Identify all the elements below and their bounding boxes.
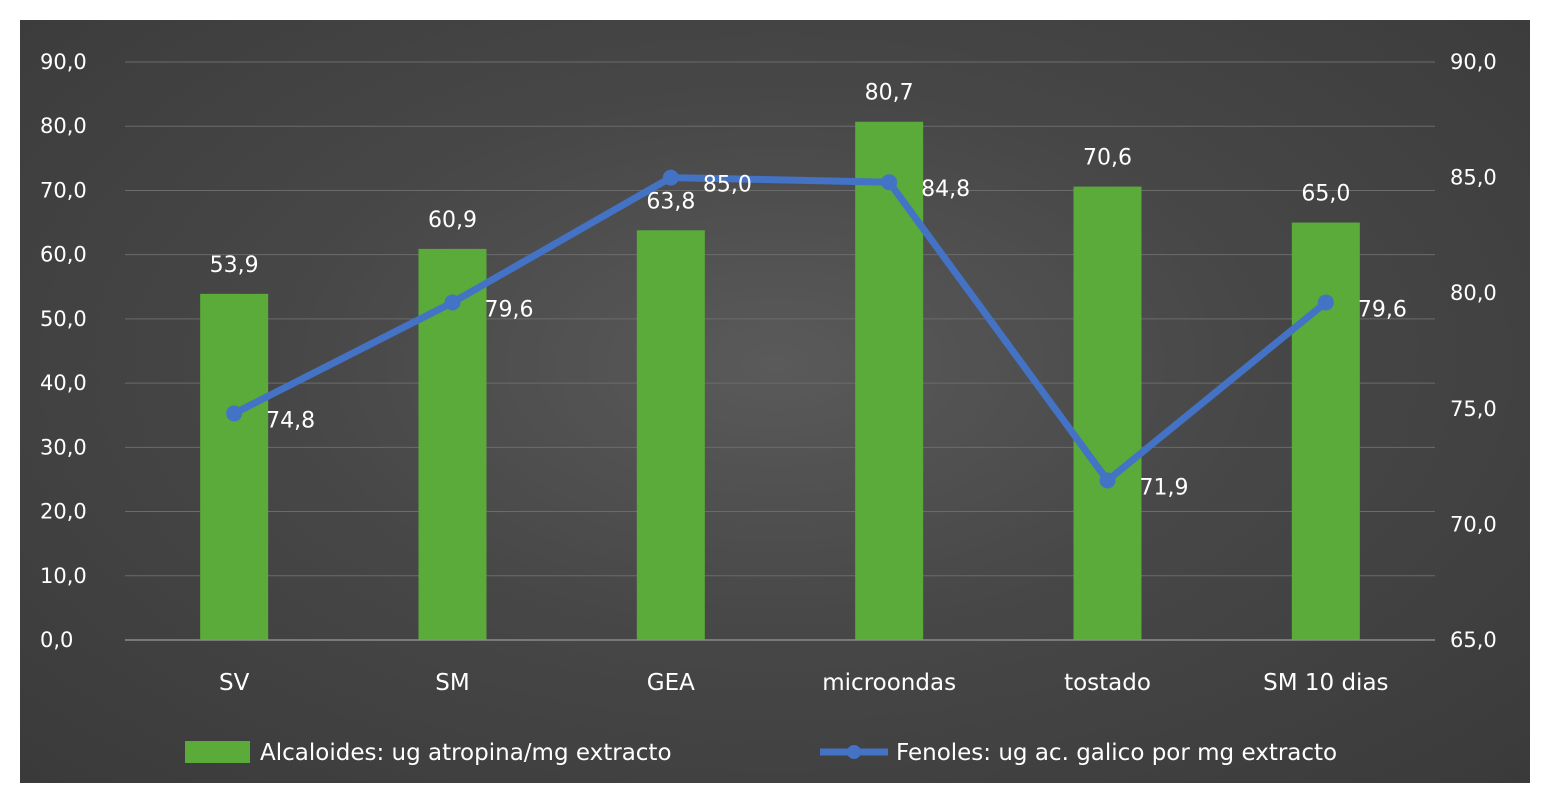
y-right-tick-label: 80,0 bbox=[1450, 281, 1497, 305]
bar-data-label: 53,9 bbox=[210, 253, 259, 278]
y-left-tick-label: 50,0 bbox=[40, 307, 87, 331]
line-path bbox=[232, 174, 1329, 484]
line-point bbox=[1317, 294, 1334, 311]
y-right-tick-label: 70,0 bbox=[1450, 512, 1497, 536]
combo-chart: 53,9 60,9 63,8 80,7 70,6 65,0 74,8 79,6 85,0 84,8… bbox=[40, 50, 1497, 766]
line-data-label: 79,6 bbox=[485, 297, 534, 322]
y-left-tick-label: 0,0 bbox=[40, 628, 73, 652]
x-tick-label: SM bbox=[435, 670, 469, 696]
legend-label-fenoles: Fenoles: ug ac. galico por mg extracto bbox=[896, 740, 1337, 766]
y-left-tick-label: 80,0 bbox=[40, 114, 87, 138]
bar bbox=[855, 121, 924, 640]
bar-series bbox=[200, 121, 1360, 641]
x-tick-label: microondas bbox=[822, 670, 956, 696]
y-left-tick-label: 70,0 bbox=[40, 178, 87, 202]
y-right-tick-label: 65,0 bbox=[1450, 628, 1497, 652]
y-left-tick-label: 20,0 bbox=[40, 500, 87, 524]
gridlines bbox=[125, 61, 1435, 577]
chart-frame: 53,9 60,9 63,8 80,7 70,6 65,0 74,8 79,6 85,0 84,8… bbox=[20, 20, 1530, 783]
bar-data-label: 70,6 bbox=[1083, 146, 1132, 171]
bar-data-label: 80,7 bbox=[865, 81, 914, 106]
legend-label-alcaloides: Alcaloides: ug atropina/mg extracto bbox=[260, 740, 672, 766]
x-tick-label: SM 10 dias bbox=[1263, 670, 1388, 696]
y-right-tick-label: 75,0 bbox=[1450, 397, 1497, 421]
line-data-label: 71,9 bbox=[1140, 475, 1189, 500]
line-data-label: 84,8 bbox=[921, 177, 970, 202]
line-point bbox=[1099, 472, 1116, 489]
bar bbox=[200, 293, 269, 640]
bar bbox=[1291, 222, 1360, 641]
line-data-label: 79,6 bbox=[1358, 297, 1407, 322]
y-left-tick-label: 30,0 bbox=[40, 435, 87, 459]
y-left-tick-label: 90,0 bbox=[40, 50, 87, 74]
bar bbox=[636, 230, 705, 641]
y-right-tick-label: 90,0 bbox=[1450, 50, 1497, 74]
legend-swatch-alcaloides bbox=[185, 741, 250, 763]
line-point bbox=[662, 169, 679, 186]
line-data-label: 74,8 bbox=[266, 408, 315, 433]
line-data-label: 85,0 bbox=[703, 173, 752, 198]
line-point bbox=[444, 294, 461, 311]
y-right-tick-label: 85,0 bbox=[1450, 166, 1497, 190]
line-point bbox=[226, 405, 243, 422]
line-series bbox=[226, 169, 1334, 489]
y-left-tick-label: 60,0 bbox=[40, 243, 87, 267]
y-left-tick-label: 40,0 bbox=[40, 371, 87, 395]
x-tick-label: SV bbox=[219, 670, 250, 696]
bar-data-label: 63,8 bbox=[646, 189, 695, 214]
x-tick-label: GEA bbox=[647, 670, 695, 696]
data-labels: 53,9 60,9 63,8 80,7 70,6 65,0 74,8 79,6 85,0 84,8… bbox=[210, 81, 1407, 501]
y-left-tick-label: 10,0 bbox=[40, 564, 87, 588]
x-tick-label: tostado bbox=[1064, 670, 1151, 696]
bar-data-label: 60,9 bbox=[428, 208, 477, 233]
axes: 0,0 10,0 20,0 30,0 40,0 50,0 60,0 70,0 80,0 90,0 6… bbox=[40, 50, 1497, 696]
legend-swatch-fenoles-marker bbox=[847, 745, 861, 759]
bar-data-label: 65,0 bbox=[1301, 182, 1350, 207]
bar bbox=[1073, 186, 1142, 640]
line-point bbox=[881, 174, 898, 191]
legend: Alcaloides: ug atropina/mg extracto Feno… bbox=[185, 740, 1337, 766]
